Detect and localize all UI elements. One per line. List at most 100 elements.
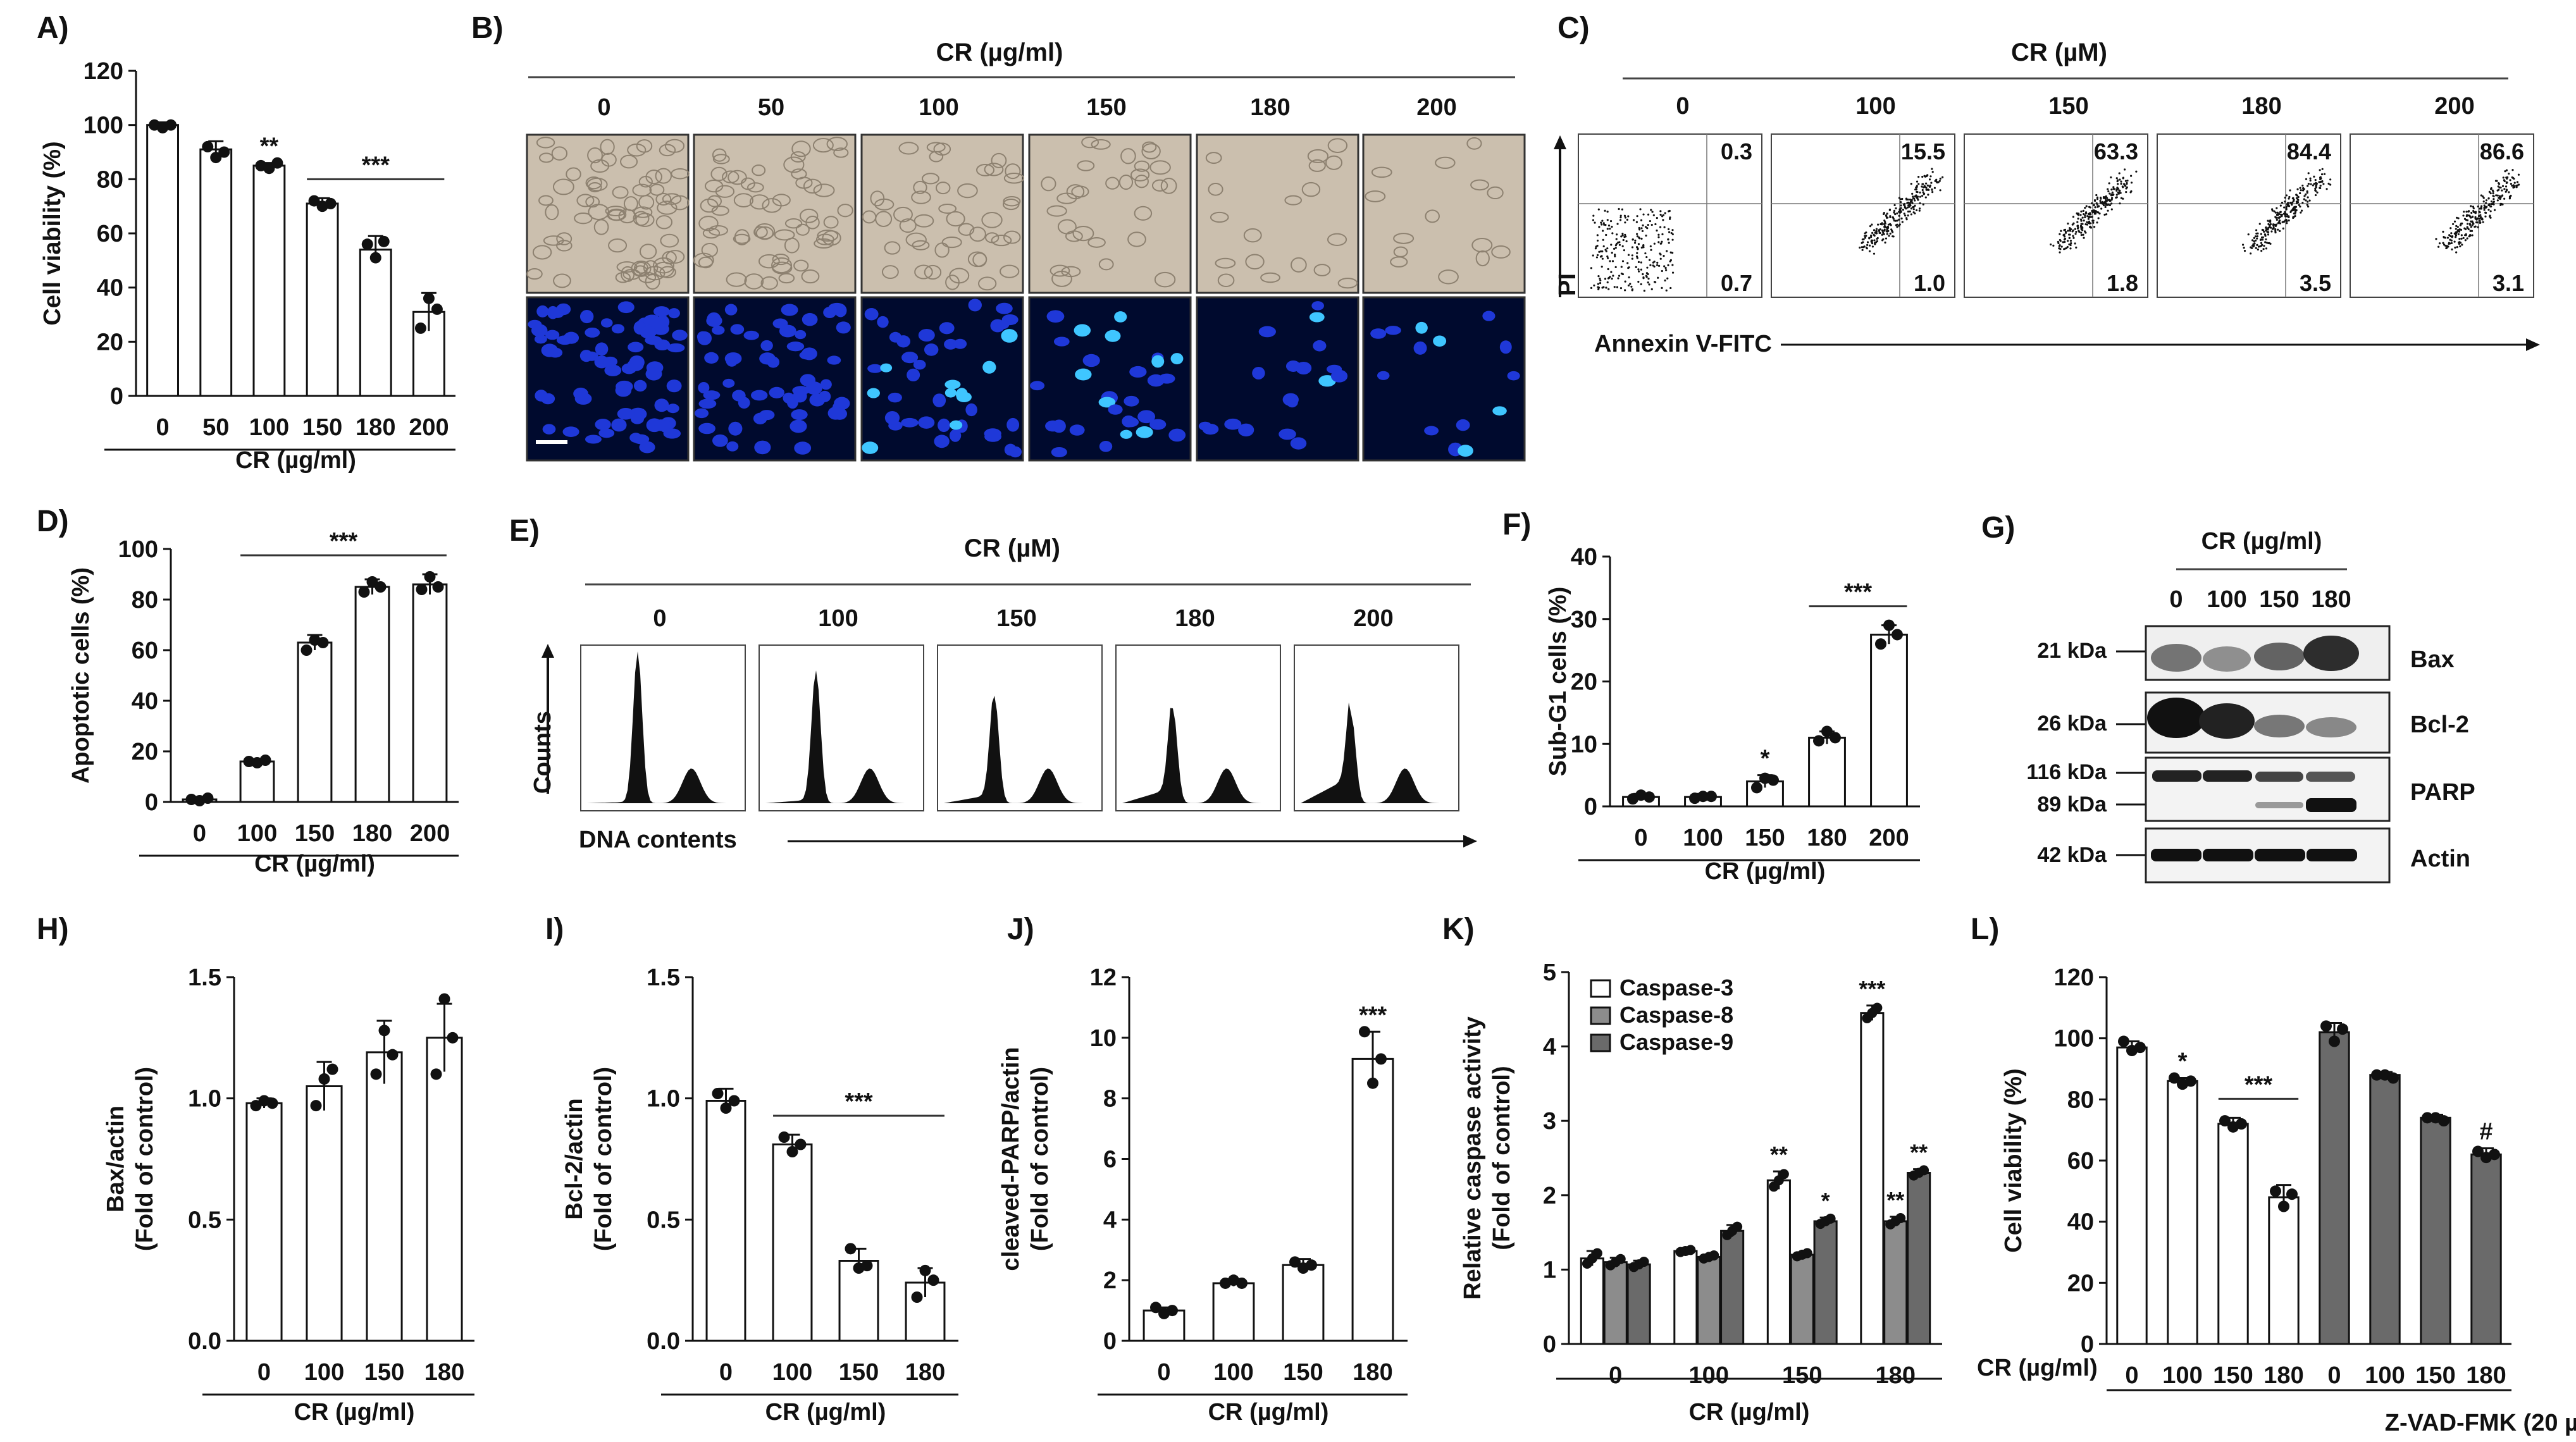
event-dot xyxy=(2477,215,2480,218)
event-dot xyxy=(2110,208,2113,211)
event-dot xyxy=(2492,195,2495,197)
event-dot xyxy=(1597,208,1600,211)
event-dot xyxy=(1893,204,1896,206)
event-dot xyxy=(1885,237,1888,240)
event-dot xyxy=(2120,182,2122,185)
event-dot xyxy=(1916,197,1919,200)
cell-outline xyxy=(976,164,995,176)
event-dot xyxy=(2095,194,2098,197)
cell-outline xyxy=(762,198,782,213)
event-dot xyxy=(1881,239,1884,242)
cell-outline xyxy=(783,156,805,173)
event-dot xyxy=(1660,242,1663,245)
y-tick-label: 60 xyxy=(132,638,158,664)
event-dot xyxy=(2313,175,2315,178)
event-dot xyxy=(1883,223,1886,225)
event-dot xyxy=(1900,204,1902,207)
cell-outline xyxy=(653,257,674,274)
event-dot xyxy=(1638,270,1640,273)
event-dot xyxy=(1668,228,1670,230)
event-dot xyxy=(1640,268,1643,271)
cell-outline xyxy=(574,212,593,225)
data-point xyxy=(1732,1221,1743,1232)
upper-right-percent: 63.3 xyxy=(2094,139,2138,164)
event-dot xyxy=(2470,226,2472,228)
event-dot xyxy=(2110,197,2114,199)
data-point xyxy=(845,1243,857,1255)
event-dot xyxy=(2112,193,2115,196)
event-dot xyxy=(2279,204,2282,207)
nucleus xyxy=(1082,354,1100,367)
event-dot xyxy=(2513,177,2515,180)
x-tick-label: 180 xyxy=(905,1359,945,1386)
data-point xyxy=(1638,1257,1649,1267)
event-dot xyxy=(2125,187,2127,190)
event-dot xyxy=(2456,246,2458,249)
event-dot xyxy=(2263,245,2265,247)
nucleus xyxy=(1006,417,1020,432)
event-dot xyxy=(2285,194,2288,197)
event-dot xyxy=(2091,216,2093,218)
cell-outline xyxy=(991,152,1007,168)
event-dot xyxy=(1627,284,1630,287)
y-tick-label: 120 xyxy=(84,58,123,85)
significance-marker: *** xyxy=(362,152,390,178)
event-dot xyxy=(2261,228,2263,231)
y-tick-label: 10 xyxy=(1571,731,1597,758)
data-point xyxy=(795,1138,807,1150)
event-dot xyxy=(2511,176,2513,179)
nucleus xyxy=(918,416,935,429)
panel-c-col-label: 150 xyxy=(2048,93,2088,120)
cell-outline xyxy=(1313,264,1331,276)
event-dot xyxy=(1938,180,1941,182)
event-dot xyxy=(1893,209,1896,212)
event-dot xyxy=(1914,212,1916,215)
event-dot xyxy=(2117,191,2119,194)
event-dot xyxy=(1614,254,1616,256)
cell-outline xyxy=(1066,184,1085,200)
event-dot xyxy=(2080,219,2083,222)
event-dot xyxy=(1654,281,1657,283)
data-point xyxy=(300,644,313,656)
data-point xyxy=(728,1095,740,1107)
nucleus xyxy=(1279,428,1296,440)
panel-label-a: A) xyxy=(37,11,69,45)
panel-label-b: B) xyxy=(471,11,504,45)
event-dot xyxy=(1619,216,1622,219)
event-dot xyxy=(2508,191,2510,194)
y-tick-label: 40 xyxy=(97,275,123,302)
x-tick-label: 100 xyxy=(772,1359,812,1386)
event-dot xyxy=(2102,204,2105,207)
event-dot xyxy=(2106,197,2108,199)
event-dot xyxy=(2312,184,2314,187)
event-dot xyxy=(2256,235,2259,238)
legend-swatch xyxy=(1590,1033,1611,1052)
event-dot xyxy=(1898,218,1900,221)
event-dot xyxy=(2072,235,2074,237)
data-point xyxy=(423,292,435,304)
event-dot xyxy=(1659,226,1662,228)
event-dot xyxy=(2503,188,2506,190)
cell-outline xyxy=(1134,206,1153,221)
bar xyxy=(1212,1282,1255,1342)
event-dot xyxy=(2124,168,2126,171)
event-dot xyxy=(1923,185,1926,187)
event-dot xyxy=(2460,222,2462,225)
event-dot xyxy=(2482,195,2484,198)
event-dot xyxy=(2471,234,2474,237)
y-tick-label: 0.0 xyxy=(188,1328,221,1355)
event-dot xyxy=(1661,233,1664,236)
y-axis-label: (Fold of control) xyxy=(1489,1066,1515,1250)
upper-right-percent: 84.4 xyxy=(2287,139,2331,164)
data-point xyxy=(1895,1213,1906,1224)
event-dot xyxy=(2091,209,2093,213)
event-dot xyxy=(2276,207,2278,209)
panel-label-c: C) xyxy=(1557,11,1590,45)
cell-outline xyxy=(813,183,835,197)
event-dot xyxy=(1606,281,1609,283)
cell-outline xyxy=(644,266,666,281)
event-dot xyxy=(2299,205,2301,208)
event-dot xyxy=(1669,259,1673,262)
event-dot xyxy=(2104,202,2107,205)
nucleus xyxy=(1370,328,1387,339)
